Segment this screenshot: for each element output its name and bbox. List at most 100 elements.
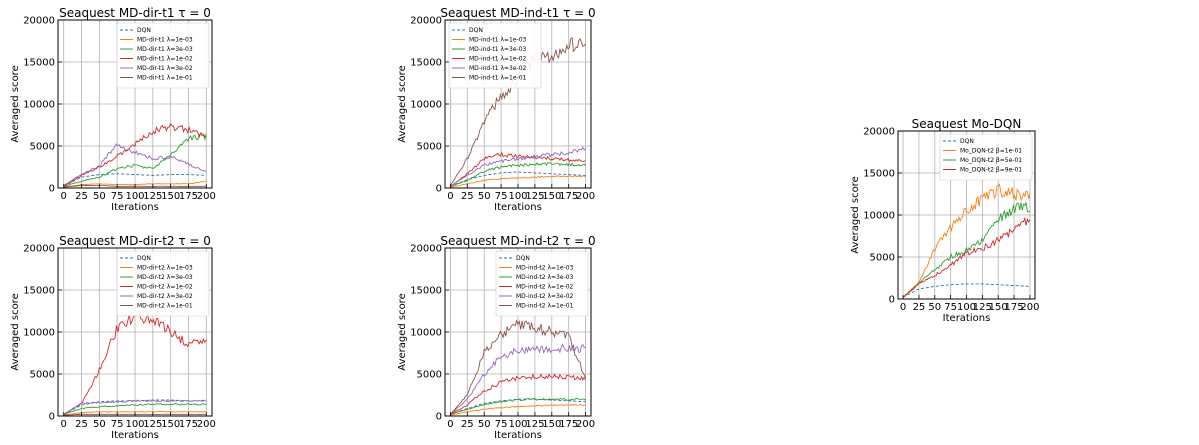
y-axis-label: Averaged score — [10, 65, 21, 142]
series-line — [63, 403, 207, 415]
x-axis-label: Iterations — [494, 202, 542, 213]
y-tick-label: 5000 — [870, 253, 895, 264]
legend-label: DQN — [469, 27, 483, 34]
legend-label: MD-dir-t1 λ=1e-03 — [137, 37, 193, 44]
legend-box — [939, 133, 1033, 181]
x-tick-label: 100 — [508, 191, 527, 202]
legend-label: MD-ind-t2 λ=1e-02 — [516, 284, 574, 291]
x-tick-label: 0 — [61, 191, 67, 202]
legend-label: MD-dir-t2 λ=1e-01 — [137, 303, 193, 310]
series-line — [450, 372, 586, 415]
series-line — [450, 146, 586, 187]
y-axis-label: Averaged score — [10, 293, 21, 370]
x-tick-label: 175 — [179, 191, 198, 202]
series-line — [902, 283, 1030, 298]
series-line — [63, 399, 207, 415]
y-tick-label: 20000 — [410, 244, 442, 255]
x-tick-label: 25 — [913, 302, 926, 313]
legend: DQN MD-dir-t1 λ=1e-03 MD-dir-t1 λ=3e-03 MD-… — [116, 22, 210, 89]
legend-label: MD-ind-t1 λ=1e-02 — [469, 56, 527, 63]
x-tick-label: 25 — [461, 419, 474, 430]
x-tick-label: 75 — [111, 419, 124, 430]
x-axis-label: Iterations — [943, 313, 991, 324]
legend-box — [116, 22, 210, 89]
x-axis-label: Iterations — [494, 430, 542, 441]
x-tick-label: 150 — [542, 419, 561, 430]
legend-label: MD-ind-t1 λ=3e-03 — [469, 46, 527, 53]
x-tick-label: 150 — [989, 302, 1008, 313]
y-tick-label: 15000 — [23, 286, 55, 297]
legend-label: MD-ind-t1 λ=1e-03 — [469, 37, 527, 44]
legend-label: DQN — [960, 138, 974, 145]
x-axis-label: Iterations — [111, 202, 159, 213]
x-tick-label: 125 — [143, 419, 162, 430]
legend-label: MD-ind-t1 λ=1e-01 — [469, 75, 527, 82]
x-tick-label: 50 — [93, 191, 106, 202]
x-tick-label: 200 — [197, 191, 216, 202]
legend-label: MD-dir-t2 λ=3e-03 — [137, 274, 193, 281]
series-line — [450, 403, 586, 416]
legend-label: DQN — [516, 255, 530, 262]
chart-title: Seaquest MD-ind-t2 τ = 0 — [440, 234, 595, 248]
x-axis-label: Iterations — [111, 430, 159, 441]
series-line — [902, 216, 1031, 298]
series-line — [450, 397, 586, 415]
x-tick-label: 100 — [508, 419, 527, 430]
chart-title: Seaquest MD-ind-t1 τ = 0 — [440, 6, 595, 20]
y-tick-label: 0 — [436, 184, 442, 195]
series-line — [63, 123, 207, 187]
legend: DQN MD-ind-t1 λ=1e-03 MD-ind-t1 λ=3e-03 MD-… — [448, 22, 542, 89]
y-tick-label: 0 — [49, 184, 55, 195]
y-tick-label: 20000 — [863, 127, 895, 138]
x-tick-label: 200 — [1020, 302, 1039, 313]
y-tick-label: 5000 — [417, 142, 442, 153]
legend-label: DQN — [137, 27, 151, 34]
x-tick-label: 150 — [161, 419, 180, 430]
y-tick-label: 0 — [49, 412, 55, 423]
x-tick-label: 50 — [93, 419, 106, 430]
series-line — [63, 173, 207, 187]
series-line — [450, 151, 586, 187]
x-tick-label: 125 — [143, 191, 162, 202]
x-tick-label: 25 — [75, 191, 88, 202]
y-axis-label: Averaged score — [850, 176, 861, 253]
series-line — [63, 133, 207, 187]
legend-label: MD-dir-t1 λ=1e-01 — [137, 75, 193, 82]
series-line — [450, 162, 586, 187]
x-tick-label: 200 — [197, 419, 216, 430]
x-tick-label: 25 — [461, 191, 474, 202]
x-tick-label: 75 — [111, 191, 124, 202]
y-axis-label: Averaged score — [397, 65, 408, 142]
x-tick-label: 100 — [125, 191, 144, 202]
y-tick-label: 5000 — [417, 370, 442, 381]
y-tick-label: 20000 — [410, 16, 442, 27]
legend-label: DQN — [137, 255, 151, 262]
legend-label: MD-dir-t2 λ=1e-02 — [137, 284, 193, 291]
legend: DQN Mo_DQN-t2 β=1e-01 Mo_DQN-t2 β=5e-01 Mo_… — [939, 133, 1033, 181]
y-tick-label: 5000 — [30, 142, 55, 153]
legend-label: Mo_DQN-t2 β=5e-01 — [960, 157, 1022, 164]
legend-label: Mo_DQN-t2 β=9e-01 — [960, 167, 1022, 174]
y-tick-label: 20000 — [23, 244, 55, 255]
x-tick-label: 175 — [179, 419, 198, 430]
y-tick-label: 5000 — [30, 370, 55, 381]
series-line — [63, 399, 207, 415]
x-tick-label: 0 — [447, 191, 453, 202]
x-tick-label: 125 — [525, 419, 544, 430]
legend-box — [448, 22, 542, 89]
x-tick-label: 100 — [957, 302, 976, 313]
legend-label: MD-ind-t2 λ=3e-02 — [516, 293, 574, 300]
x-tick-label: 50 — [478, 419, 491, 430]
x-tick-label: 150 — [161, 191, 180, 202]
y-tick-label: 10000 — [863, 211, 895, 222]
series-line — [63, 411, 207, 416]
x-tick-label: 25 — [75, 419, 88, 430]
legend-label: Mo_DQN-t2 β=1e-01 — [960, 148, 1022, 155]
y-tick-label: 0 — [889, 295, 895, 306]
legend-box — [495, 250, 589, 317]
y-tick-label: 0 — [436, 412, 442, 423]
y-tick-label: 15000 — [410, 58, 442, 69]
legend-box — [116, 250, 210, 317]
